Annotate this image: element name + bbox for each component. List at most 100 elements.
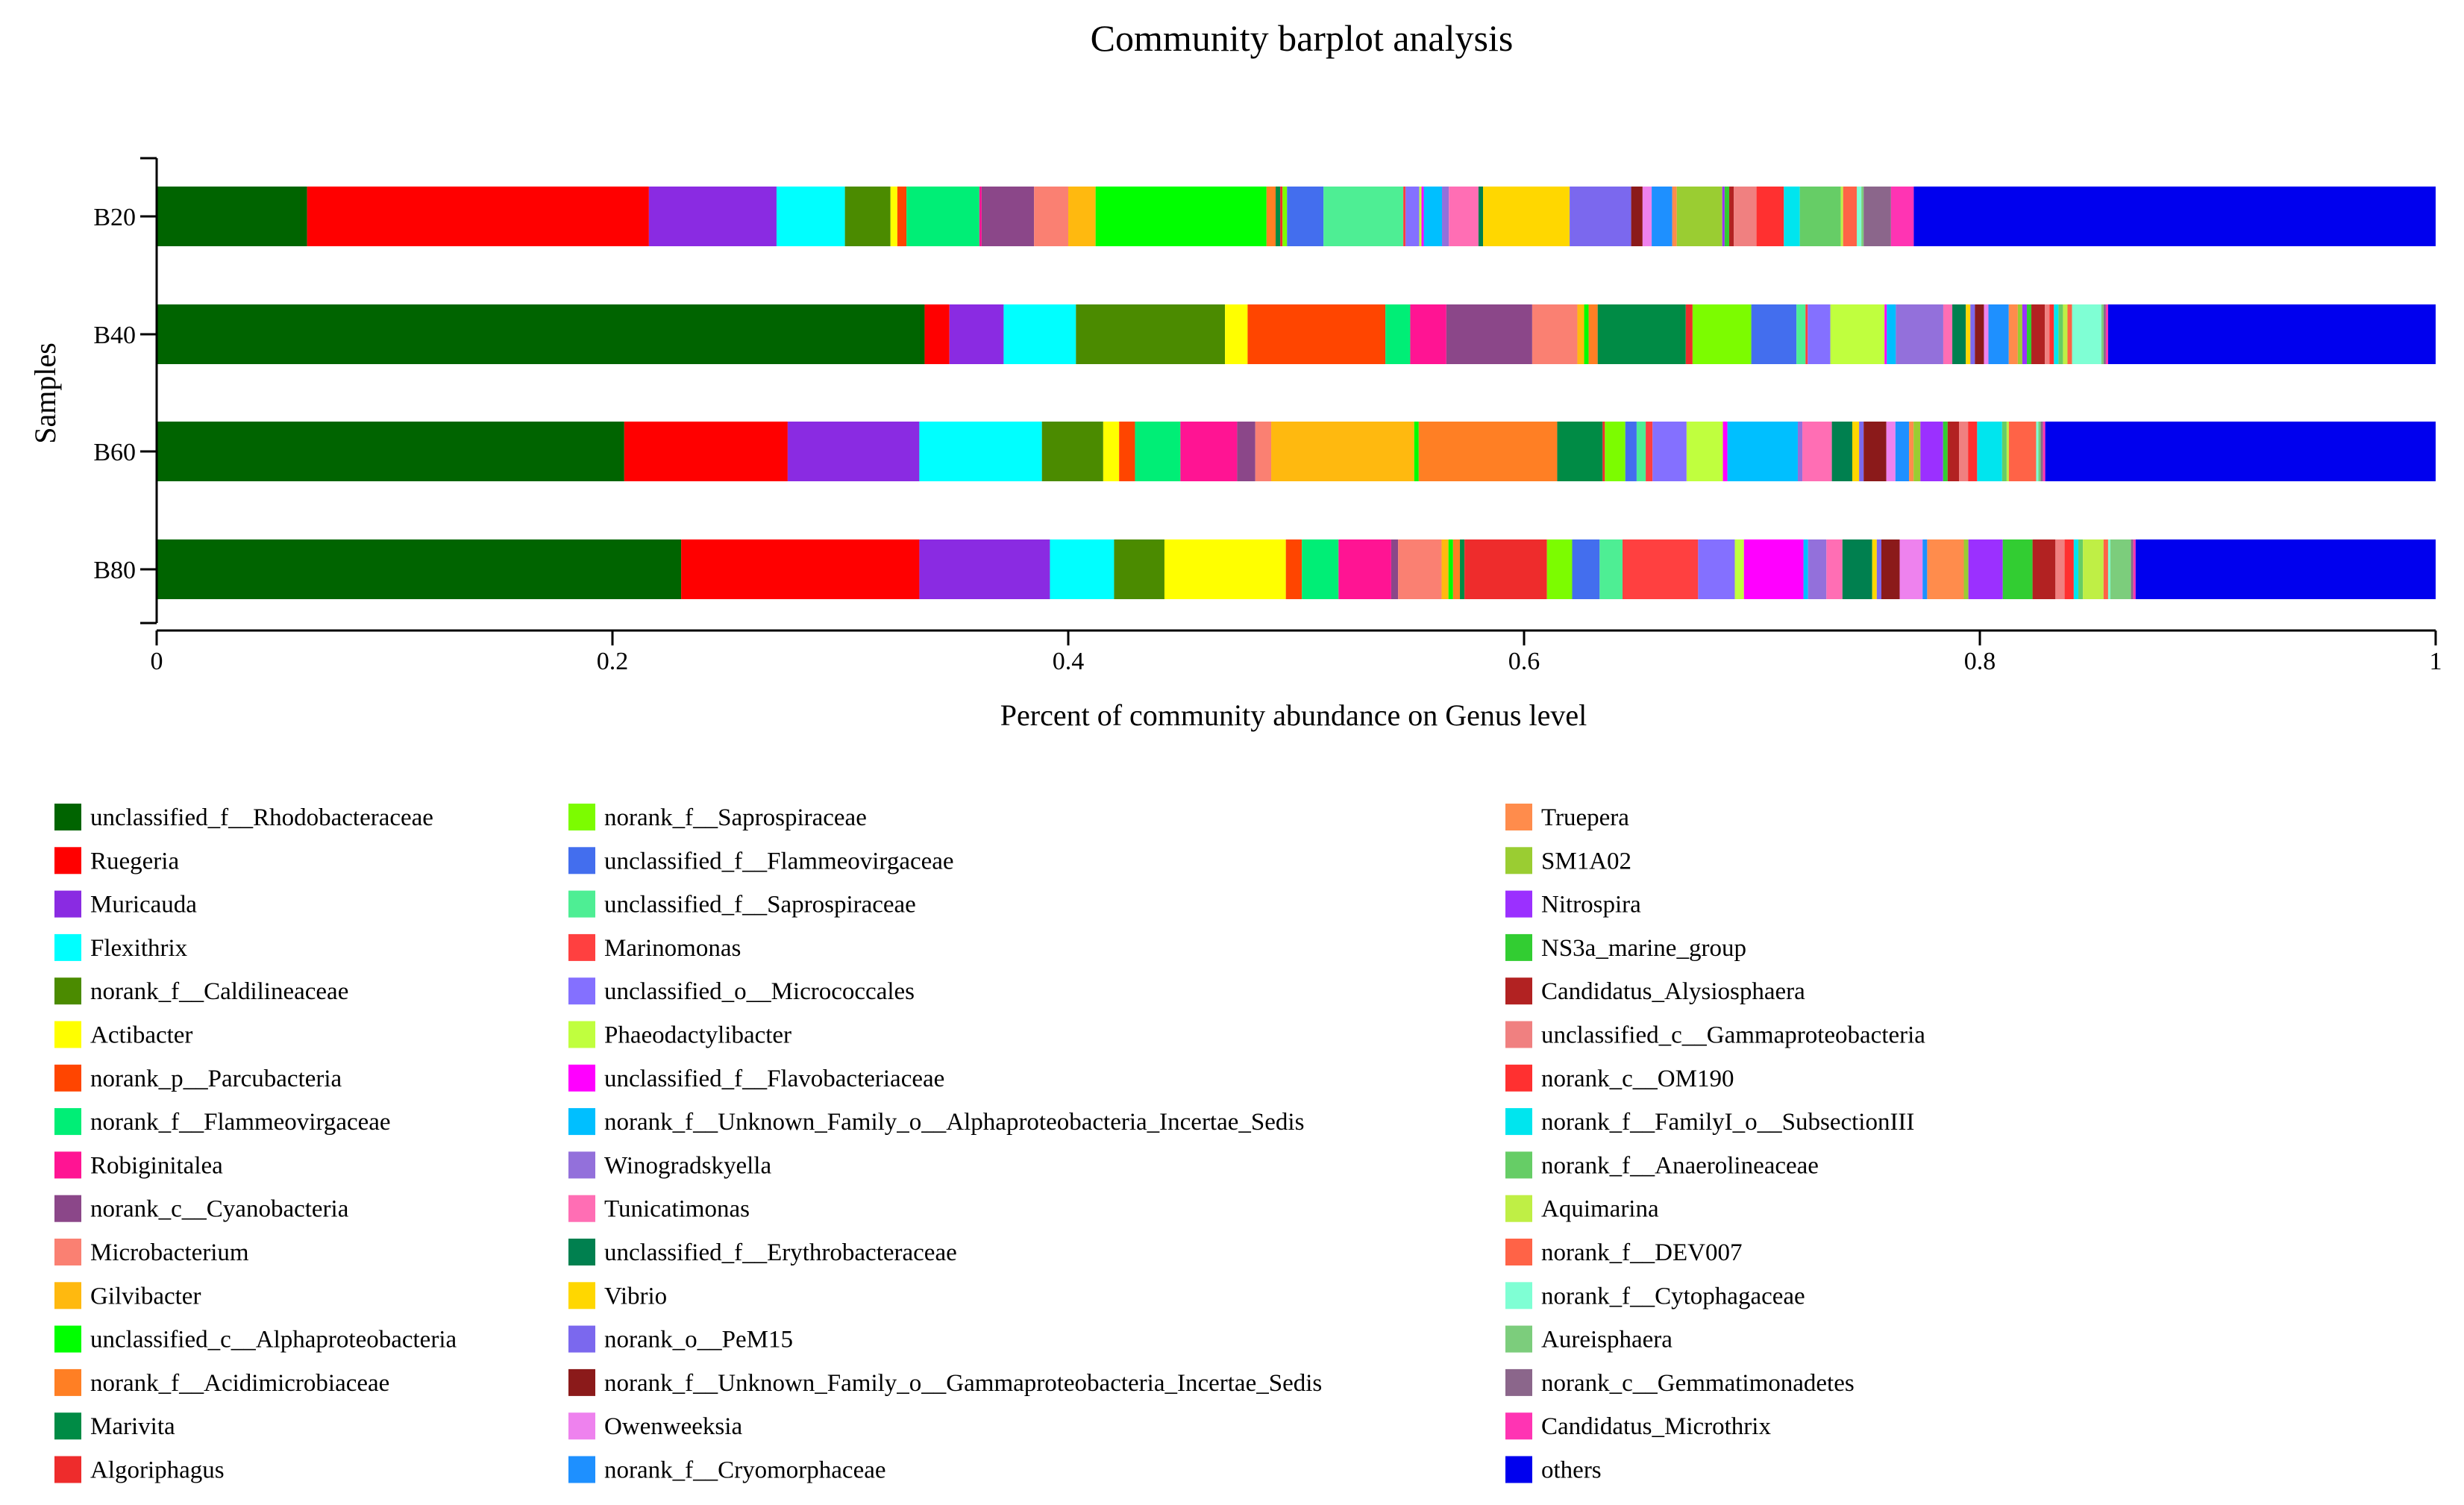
bar-segment-B80-1 [681,539,920,599]
bar-segment-B40-43 [2072,304,2101,364]
bar-segment-B60-8 [1180,422,1238,481]
legend-label: Actibacter [90,1022,192,1049]
bar-segment-B60-15 [1602,422,1605,481]
bar-segment-B20-23 [1423,187,1443,246]
bar-segment-B60-4 [1041,422,1103,481]
bar-segment-B40-37 [2045,304,2050,364]
bar-segment-B60-33 [1913,422,1921,481]
bar-segment-B80-16 [1546,539,1573,599]
x-tick-label: 1 [2430,648,2442,675]
bar-segment-B80-4 [1114,539,1164,599]
bar-segment-B20-12 [1095,187,1267,246]
bar-segment-B20-44 [1861,187,1864,246]
bar-segment-B60-23 [1727,422,1798,481]
y-tick-label-B60: B60 [93,439,136,466]
bar-segment-B80-38 [2064,539,2074,599]
bar-segment-B40-5 [1225,304,1248,364]
bar-segment-B80-19 [1623,539,1699,599]
bar-segment-B40-4 [1076,304,1226,364]
bar-segment-B60-10 [1255,422,1272,481]
bar-segments [157,187,2436,599]
legend-label: norank_c__Cyanobacteria [90,1196,349,1223]
bar-segment-B40-19 [1805,304,1808,364]
bar-segment-B60-18 [1636,422,1646,481]
bar-segment-B80-13 [1452,539,1461,599]
bar-segment-B40-9 [1446,304,1532,364]
legend-swatch [54,977,81,1005]
legend-swatch [54,847,81,874]
bar-segment-B40-10 [1532,304,1578,364]
bar-segment-B60-35 [1943,422,1948,481]
bar-segment-B20-37 [1734,187,1757,246]
legend-label: norank_p__Parcubacteria [90,1066,342,1092]
legend-label: Marivita [90,1413,175,1440]
bar-segment-B40-20 [1808,304,1831,364]
bar-segment-B80-42 [2103,539,2108,599]
legend-label: norank_f__DEV007 [1541,1239,1742,1266]
legend-swatch [568,1151,595,1179]
bar-segment-B20-18 [1323,187,1404,246]
bar-segment-B80-39 [2073,539,2079,599]
bar-segment-B40-44 [2101,304,2104,364]
bar-segment-B40-38 [2049,304,2054,364]
bar-segment-B60-41 [2006,422,2009,481]
legend-swatch [568,1368,595,1396]
legend-swatch [1505,933,1532,961]
bar-segment-B40-28 [1970,304,1975,364]
legend-swatch [54,1456,81,1483]
legend-label: norank_f__Caldilineaceae [90,978,348,1005]
x-tick-label: 0.4 [1053,648,1085,675]
bar-segment-B20-11 [1068,187,1096,246]
legend-swatch [54,1064,81,1092]
bar-segment-B60-16 [1605,422,1626,481]
bar-segment-B40-40 [2058,304,2063,364]
legend-swatch [54,1412,81,1440]
legend-swatch [54,1239,81,1265]
bar-segment-B80-30 [1899,539,1923,599]
legend-swatch [1505,1239,1532,1265]
bar-segment-B60-9 [1237,422,1255,481]
bar-segment-B20-5 [890,187,897,246]
bar-segment-B60-1 [624,422,788,481]
bar-segment-B60-20 [1652,422,1687,481]
chart-title: Community barplot analysis [1091,17,1514,59]
legend-swatch [1505,847,1532,874]
bar-segment-B40-2 [949,304,1004,364]
bar-segment-B40-11 [1577,304,1584,364]
bar-segment-B20-46 [1890,187,1914,246]
legend-swatch [54,933,81,961]
bar-segment-B20-7 [906,187,979,246]
bar-segment-B20-14 [1276,187,1281,246]
bar-segment-B60-34 [1920,422,1943,481]
bar-segment-B40-39 [2054,304,2059,364]
bar-segment-B80-12 [1448,539,1453,599]
bar-segment-B20-1 [307,187,649,246]
legend-label: Vibrio [604,1283,667,1310]
bar-segment-B60-43 [2036,422,2039,481]
bar-segment-B20-39 [1784,187,1800,246]
bar-segment-B80-37 [2055,539,2065,599]
bar-segment-B60-5 [1103,422,1120,481]
legend-swatch [54,890,81,918]
bar-segment-B20-43 [1857,187,1862,246]
bar-segment-B80-23 [1803,539,1808,599]
bar-segment-B80-34 [1968,539,2003,599]
bar-segment-B20-35 [1724,187,1729,246]
bar-segment-B20-31 [1652,187,1673,246]
bar-segment-B40-16 [1692,304,1752,364]
legend-swatch [568,1456,595,1483]
bar-segment-B60-22 [1722,422,1728,481]
legend-label: Phaeodactylibacter [604,1022,791,1049]
legend-swatch [568,804,595,830]
legend-swatch [54,1325,81,1353]
bar-segment-B40-30 [1984,304,1989,364]
bar-segment-B80-11 [1441,539,1449,599]
bar-segment-B20-3 [776,187,845,246]
x-tick-label: 0.6 [1508,648,1540,675]
legend-swatch [1505,804,1532,830]
bar-segment-B40-26 [1952,304,1966,364]
bar-segment-B20-21 [1419,187,1422,246]
bar-segment-B60-3 [919,422,1042,481]
legend-swatch [1505,890,1532,918]
